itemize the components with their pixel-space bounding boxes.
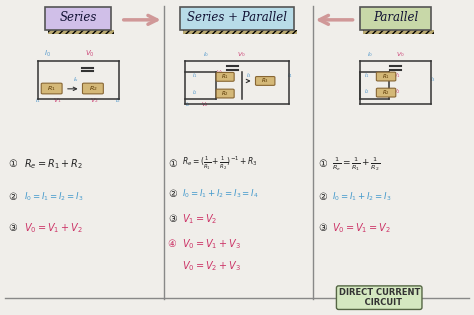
Bar xyxy=(183,30,297,34)
Text: ①: ① xyxy=(9,159,17,169)
Text: $I_1$: $I_1$ xyxy=(35,96,41,105)
FancyBboxPatch shape xyxy=(82,83,103,94)
Text: $I_1$: $I_1$ xyxy=(192,71,198,80)
Bar xyxy=(363,30,434,34)
Text: $V_2$: $V_2$ xyxy=(91,96,99,105)
Text: $I_0 = I_1 = I_2 = I_3$: $I_0 = I_1 = I_2 = I_3$ xyxy=(24,191,83,203)
Text: $\frac{1}{R_e} = \frac{1}{R_1} + \frac{1}{R_2}$: $\frac{1}{R_e} = \frac{1}{R_1} + \frac{1… xyxy=(332,155,380,173)
Text: $I_2$: $I_2$ xyxy=(115,96,122,105)
Text: Series + Parallel: Series + Parallel xyxy=(187,11,287,25)
Text: $R_e = R_1 + R_2$: $R_e = R_1 + R_2$ xyxy=(24,157,82,171)
Text: DIRECT CURRENT
   CIRCUIT: DIRECT CURRENT CIRCUIT xyxy=(338,288,420,307)
Text: $V_0 = V_1 + V_3$: $V_0 = V_1 + V_3$ xyxy=(182,237,241,251)
FancyBboxPatch shape xyxy=(376,88,396,97)
FancyBboxPatch shape xyxy=(360,7,431,30)
Text: $I_4$: $I_4$ xyxy=(287,71,292,80)
Text: ③: ③ xyxy=(168,214,177,224)
Text: $R_2$: $R_2$ xyxy=(221,89,229,98)
Text: ②: ② xyxy=(9,192,17,202)
Text: $V_0 = V_1 + V_2$: $V_0 = V_1 + V_2$ xyxy=(24,221,82,235)
FancyBboxPatch shape xyxy=(216,89,234,98)
Text: $V_2$: $V_2$ xyxy=(201,100,210,109)
FancyBboxPatch shape xyxy=(180,7,294,30)
FancyBboxPatch shape xyxy=(376,72,396,81)
FancyBboxPatch shape xyxy=(216,72,234,81)
Text: $I_2$: $I_2$ xyxy=(364,88,369,96)
Text: $V_0$: $V_0$ xyxy=(85,49,95,59)
Text: ③: ③ xyxy=(9,223,17,233)
Text: $V_3$: $V_3$ xyxy=(265,75,273,83)
Text: $R_e=(\frac{1}{R_1}+\frac{1}{R_2})^{-1}+R_3$: $R_e=(\frac{1}{R_1}+\frac{1}{R_2})^{-1}+… xyxy=(182,155,258,172)
Text: $I_3$: $I_3$ xyxy=(246,71,252,80)
Text: $I_s$: $I_s$ xyxy=(73,75,79,84)
FancyBboxPatch shape xyxy=(45,7,111,30)
Text: $I_0 = I_1 + I_2 = I_3 = I_4$: $I_0 = I_1 + I_2 = I_3 = I_4$ xyxy=(182,187,259,200)
Text: ③: ③ xyxy=(319,223,327,233)
FancyBboxPatch shape xyxy=(41,83,62,94)
Text: $R_2$: $R_2$ xyxy=(89,84,97,93)
Text: $V_1$: $V_1$ xyxy=(393,71,401,80)
Text: $I_0$: $I_0$ xyxy=(203,50,210,59)
Bar xyxy=(48,30,114,34)
Text: $V_0 = V_2 + V_3$: $V_0 = V_2 + V_3$ xyxy=(182,259,241,273)
Text: $I_0 = I_1 + I_2 = I_3$: $I_0 = I_1 + I_2 = I_3$ xyxy=(332,191,392,203)
Text: $R_1$: $R_1$ xyxy=(221,72,229,81)
Text: $V_1$: $V_1$ xyxy=(53,96,61,105)
Text: $I_3$: $I_3$ xyxy=(430,75,436,84)
Text: $R_3$: $R_3$ xyxy=(261,77,269,85)
Text: Series: Series xyxy=(60,11,97,25)
Text: $I_0$: $I_0$ xyxy=(44,49,51,59)
Text: $V_2$: $V_2$ xyxy=(393,88,401,96)
Text: ②: ② xyxy=(168,189,177,199)
Text: $I_0$: $I_0$ xyxy=(366,50,373,59)
Text: $V_1$: $V_1$ xyxy=(216,68,224,77)
Text: ②: ② xyxy=(319,192,327,202)
Text: $I_2$: $I_2$ xyxy=(192,88,198,97)
Text: $R_1$: $R_1$ xyxy=(47,84,56,93)
Text: Parallel: Parallel xyxy=(373,11,419,25)
Text: ④: ④ xyxy=(167,239,175,249)
Text: $I_2$: $I_2$ xyxy=(185,100,191,109)
FancyBboxPatch shape xyxy=(255,77,275,85)
Text: $I_1$: $I_1$ xyxy=(364,71,369,80)
Text: $V_1 = V_2$: $V_1 = V_2$ xyxy=(182,212,218,226)
Text: ①: ① xyxy=(319,159,327,169)
Text: ①: ① xyxy=(168,159,177,169)
Text: $V_0$: $V_0$ xyxy=(396,50,405,59)
Text: $V_0$: $V_0$ xyxy=(237,50,246,59)
Text: $V_0 = V_1 = V_2$: $V_0 = V_1 = V_2$ xyxy=(332,221,391,235)
Text: $R_1$: $R_1$ xyxy=(382,72,390,81)
Text: $R_2$: $R_2$ xyxy=(382,88,390,97)
